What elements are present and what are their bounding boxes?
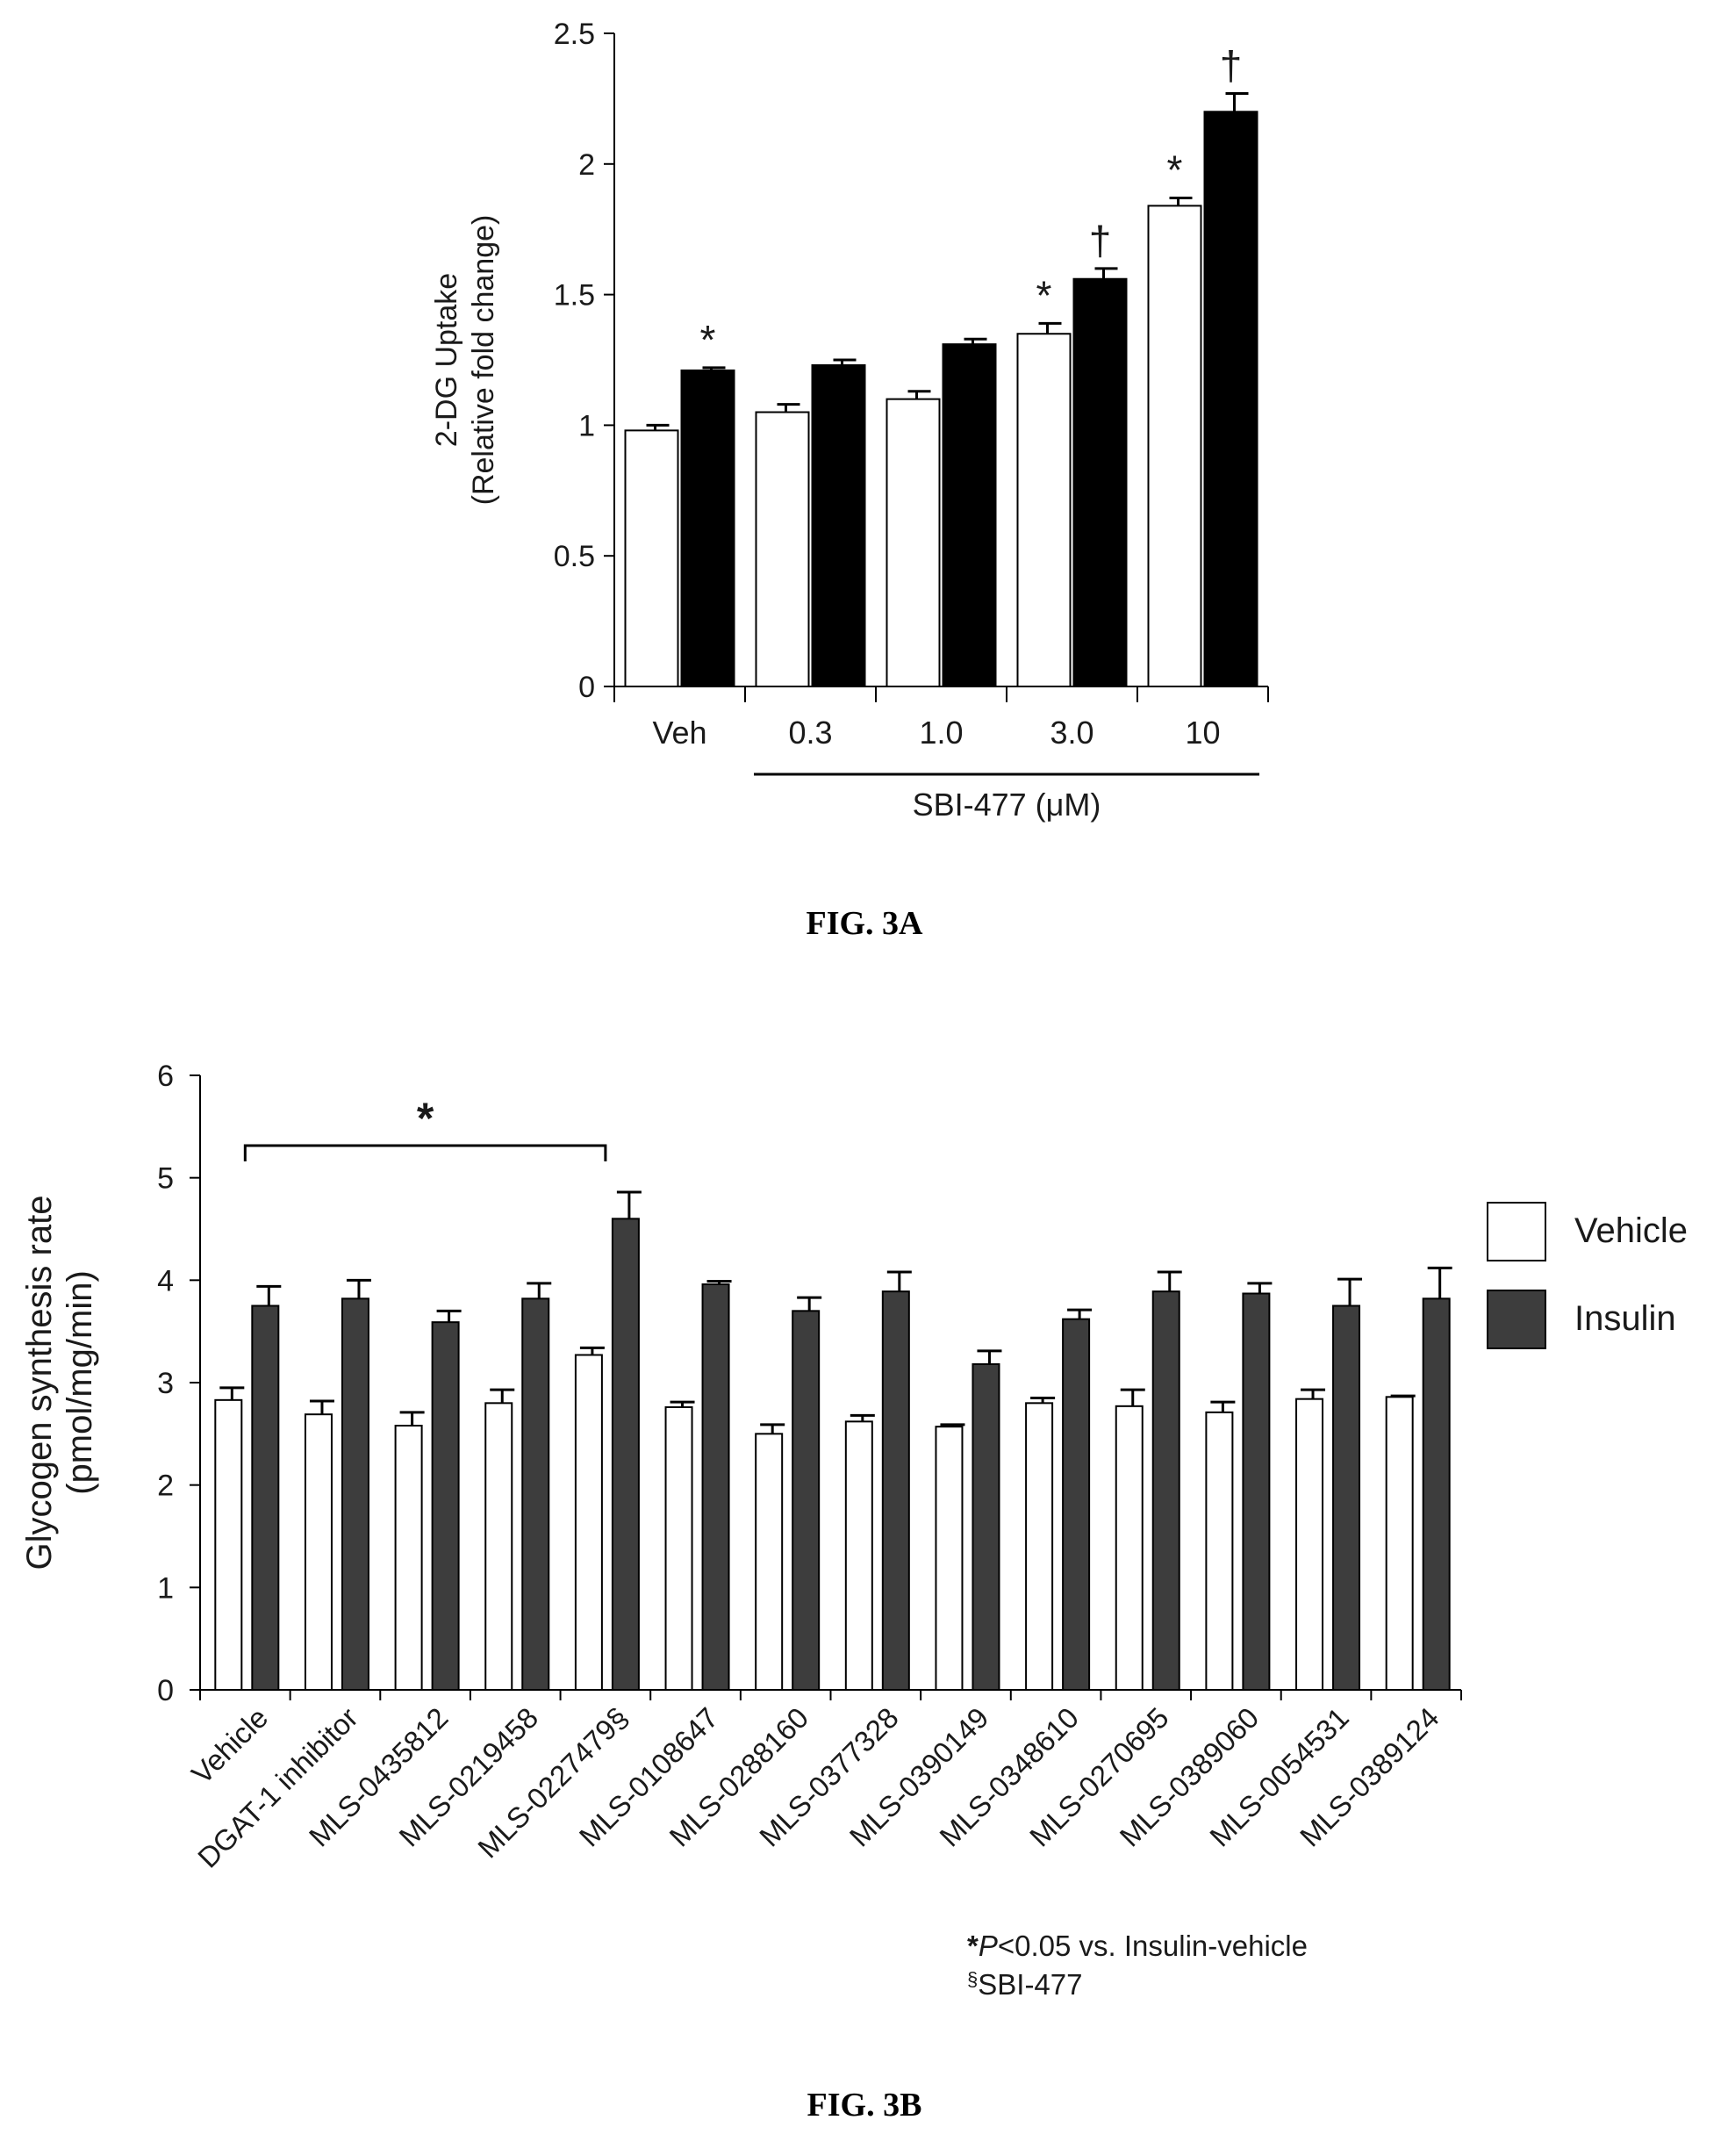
y-tick-label: 0 [578,671,595,704]
y-axis-label-line1: 2-DG Uptake [430,273,463,447]
x-category-label: 1.0 [919,715,963,751]
bar [811,363,866,687]
significance-mark: † [1089,218,1112,263]
bar [886,398,941,687]
y-axis-label-line2: (Relative fold change) [467,215,500,506]
x-category-label: Vehicle [185,1701,274,1790]
bar [304,1413,333,1691]
bar [942,343,997,687]
y-tick-label: 2 [578,148,595,182]
y-tick-label: 0 [157,1674,174,1707]
significance-mark: * [700,317,716,363]
y-tick-label: 2 [157,1470,174,1503]
bar [1151,1290,1180,1691]
figure-caption: FIG. 3A [807,905,924,942]
bar [664,1406,693,1691]
y-tick-label: 2.5 [554,18,595,51]
y-tick-label: 4 [157,1264,174,1297]
bar [1115,1405,1144,1692]
bar [844,1420,873,1692]
bar [394,1425,423,1691]
legend-swatch [1487,1202,1546,1261]
bar [972,1363,1000,1691]
bar [1072,277,1128,687]
legend-label: Vehicle [1574,1211,1688,1250]
bar [755,1433,784,1692]
bar [1203,111,1258,687]
bar [1062,1318,1091,1691]
footnote-line2: §SBI-477 [967,1968,1083,2001]
chart-3a: 0 0.5 1 1.5 2 2.5 2-DG Uptake (Relative fold ch… [430,18,1269,942]
legend-swatch [1487,1290,1546,1349]
bar [1016,333,1072,687]
y-tick-label: 1 [157,1571,174,1605]
bar [214,1398,243,1692]
bar [431,1321,460,1691]
significance-mark: † [1220,42,1243,88]
footnote-sbi: SBI-477 [978,1968,1082,2001]
bar [521,1297,550,1692]
bar [484,1402,513,1692]
footnote-text: <0.05 vs. Insulin-vehicle [998,1930,1308,1962]
significance-mark: * [1036,272,1052,318]
x-category-label: 10 [1185,715,1220,751]
bar [251,1304,280,1691]
y-axis-label: 2-DG Uptake (Relative fold change) [430,215,500,506]
bar [935,1426,964,1691]
bar [574,1354,603,1691]
footnote-line1: *P<0.05 vs. Insulin-vehicle [967,1930,1308,1962]
x-category-label: 0.3 [788,715,832,751]
legend-label: Insulin [1574,1299,1676,1338]
bar [1295,1398,1324,1691]
bar [1025,1402,1054,1692]
bar [701,1283,730,1691]
bar [755,411,810,687]
figure-caption: FIG. 3B [807,2087,922,2124]
bar [1422,1297,1451,1692]
bar [881,1290,910,1691]
bar [611,1218,640,1692]
significance-mark: * [417,1094,434,1143]
y-axis-label: Glycogen synthesis rate(pmol/mg/min) [20,1196,99,1570]
group-label: SBI-477 (μM) [913,787,1101,823]
y-tick-label: 5 [157,1162,174,1196]
bar [1385,1396,1414,1692]
bar [680,369,735,687]
chart-3b: 0 1 2 3 4 5 6 Glycogen synthesis rate(pmol/mg/m… [20,1060,1688,2124]
y-axis-label-line1: Glycogen synthesis rate [20,1196,59,1570]
x-category-label: DGAT-1 inhibitor [191,1701,364,1874]
footnote-star: * [967,1930,979,1962]
bar [1332,1304,1361,1691]
bar [792,1310,821,1692]
significance-mark: * [1167,147,1183,192]
bar [341,1297,369,1692]
x-category-label: Veh [652,715,706,751]
y-tick-label: 0.5 [554,540,595,573]
y-tick-label: 1 [578,409,595,442]
y-tick-label: 6 [157,1060,174,1093]
bar [624,429,679,687]
footnote-section-mark: § [967,1968,978,1990]
bar [1205,1411,1234,1692]
significance-bracket [243,1144,607,1161]
bar [1147,205,1202,687]
y-axis-label-line2: (pmol/mg/min) [61,1270,99,1495]
bar [1242,1292,1271,1691]
x-category-label: 3.0 [1050,715,1093,751]
y-tick-label: 3 [157,1367,174,1400]
footnote-p: P [979,1930,998,1962]
y-tick-label: 1.5 [554,279,595,313]
